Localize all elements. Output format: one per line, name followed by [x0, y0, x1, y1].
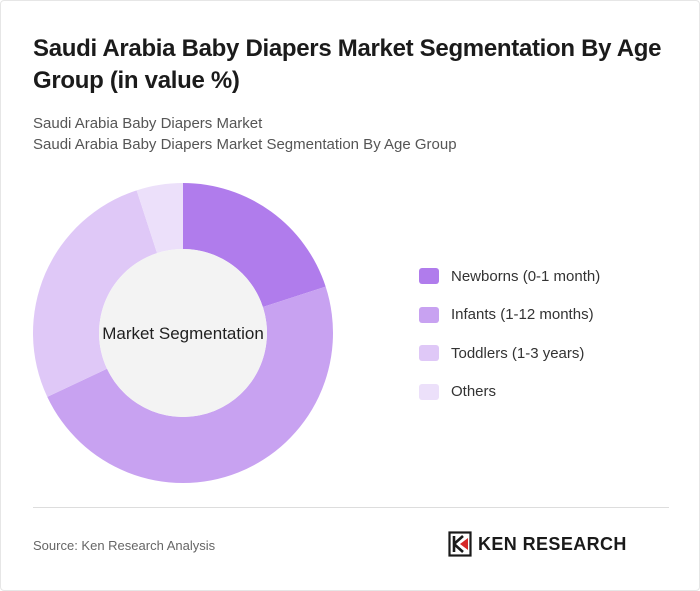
legend-item: Toddlers (1-3 years) — [419, 342, 600, 364]
donut-slices — [32, 183, 333, 484]
source-note: Source: Ken Research Analysis — [33, 538, 216, 553]
footer-divider — [33, 507, 669, 508]
donut-chart: Market Segmentation — [32, 183, 333, 484]
legend-item: Infants (1-12 months) — [419, 304, 600, 326]
donut-slice-1 — [183, 183, 326, 308]
legend-label: Toddlers (1-3 years) — [451, 344, 585, 362]
legend-label: Infants (1-12 months) — [451, 306, 594, 323]
donut-slice-4 — [136, 183, 183, 254]
donut-slice-2 — [47, 286, 333, 484]
donut-slice-3 — [32, 190, 158, 397]
ken-research-logo-icon — [448, 531, 472, 557]
legend-swatch — [419, 268, 439, 284]
chart-legend: Newborns (0-1 month) Infants (1-12 months… — [419, 265, 600, 419]
donut-center-label: Market Segmentation — [102, 324, 264, 343]
chart-subtitle-market: Saudi Arabia Baby Diapers Market — [33, 115, 263, 132]
chart-title: Saudi Arabia Baby Diapers Market Segment… — [33, 35, 662, 94]
legend-label: Others — [451, 383, 497, 400]
legend-label: Newborns (0-1 month) — [451, 267, 601, 285]
donut-center-hole — [99, 249, 267, 417]
legend-item: Others — [419, 381, 600, 403]
ken-research-logo: KEN RESEARCH — [448, 531, 627, 557]
legend-swatch — [419, 306, 439, 323]
chart-subtitle-segmentation: Saudi Arabia Baby Diapers Market Segment… — [33, 136, 457, 153]
legend-item: Newborns (0-1 month) — [419, 265, 600, 287]
legend-swatch — [419, 383, 439, 400]
ken-research-logo-text: KEN RESEARCH — [478, 533, 627, 554]
legend-swatch — [419, 345, 439, 361]
